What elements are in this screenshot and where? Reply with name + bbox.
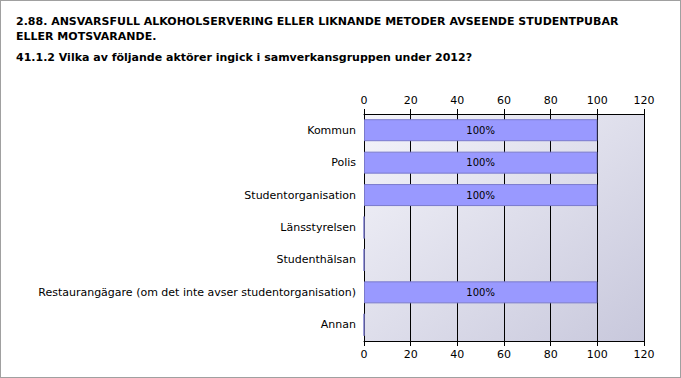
svg-text:Restaurangägare (om det inte a: Restaurangägare (om det inte avser stude… — [38, 286, 356, 299]
svg-text:100: 100 — [587, 94, 608, 107]
svg-text:120: 120 — [634, 348, 655, 361]
svg-text:ELLER MOTSVARANDE.: ELLER MOTSVARANDE. — [16, 30, 156, 43]
svg-text:Studentorganisation: Studentorganisation — [244, 189, 356, 202]
svg-text:100%: 100% — [466, 125, 495, 136]
svg-text:20: 20 — [404, 348, 418, 361]
svg-text:41.1.2 Vilka av följande aktör: 41.1.2 Vilka av följande aktörer ingick … — [16, 51, 472, 64]
svg-text:0: 0 — [361, 94, 368, 107]
svg-text:40: 40 — [450, 348, 464, 361]
svg-text:20: 20 — [404, 94, 418, 107]
svg-text:100%: 100% — [466, 287, 495, 298]
svg-text:100: 100 — [587, 348, 608, 361]
svg-text:80: 80 — [544, 348, 558, 361]
svg-text:Studenthälsan: Studenthälsan — [276, 253, 356, 266]
svg-text:Länsstyrelsen: Länsstyrelsen — [280, 221, 356, 234]
svg-text:60: 60 — [497, 94, 511, 107]
svg-text:80: 80 — [544, 94, 558, 107]
svg-text:2.88. ANSVARSFULL ALKOHOLSERVE: 2.88. ANSVARSFULL ALKOHOLSERVERING ELLER… — [16, 15, 622, 28]
svg-text:Kommun: Kommun — [307, 124, 356, 137]
svg-text:40: 40 — [450, 94, 464, 107]
svg-text:120: 120 — [634, 94, 655, 107]
svg-text:60: 60 — [497, 348, 511, 361]
svg-text:100%: 100% — [466, 157, 495, 168]
svg-text:Annan: Annan — [321, 318, 356, 331]
svg-text:Polis: Polis — [331, 156, 356, 169]
svg-text:0: 0 — [361, 348, 368, 361]
svg-text:100%: 100% — [466, 190, 495, 201]
